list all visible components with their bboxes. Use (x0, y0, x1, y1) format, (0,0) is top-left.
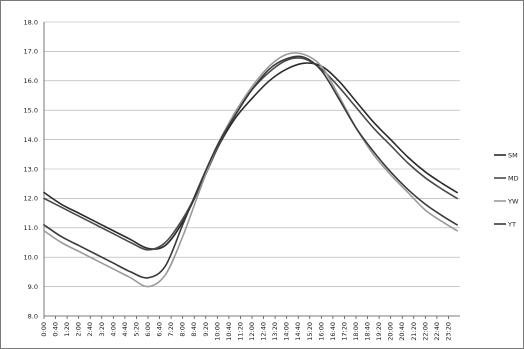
x-tick-label: 23:20 (444, 322, 452, 341)
y-axis-ticks: 8.0 9.0 10.0 11.0 12.0 13.0 14.0 15.0 16.0 17.0 18… (24, 18, 38, 320)
x-tick-label: 2:00 (75, 322, 83, 337)
x-axis-ticks: 0:00 0:40 1:20 2:00 2:40 3:20 4:00 4:40 5:20 6:00… (40, 316, 452, 341)
x-tick-label: 0:40 (52, 322, 60, 337)
legend-label-md: MD (508, 174, 519, 182)
y-tick-label: 10.0 (24, 254, 38, 262)
x-tick-label: 11:20 (236, 322, 244, 341)
legend-label-sm: SM (508, 151, 518, 159)
x-tick-label: 15:20 (306, 322, 314, 341)
y-tick-label: 8.0 (28, 312, 38, 320)
gridlines (43, 21, 460, 317)
x-tick-label: 9:20 (202, 322, 210, 337)
x-tick-label: 6:00 (144, 322, 152, 337)
x-tick-label: 14:40 (294, 322, 302, 341)
legend-label-yt: YT (507, 220, 516, 228)
legend: SM MD YW YT (494, 151, 519, 228)
y-tick-label: 9.0 (28, 283, 38, 291)
x-tick-label: 8:40 (190, 322, 198, 337)
x-tick-label: 21:20 (410, 322, 418, 341)
x-tick-label: 7:20 (167, 322, 175, 337)
x-tick-label: 6:40 (156, 322, 164, 337)
x-tick-label: 10:40 (225, 322, 233, 341)
x-tick-label: 1:20 (63, 322, 71, 337)
y-tick-label: 17.0 (24, 48, 38, 56)
legend-label-yw: YW (507, 197, 519, 205)
x-tick-label: 4:40 (121, 322, 129, 337)
x-tick-label: 4:00 (109, 322, 117, 337)
x-tick-label: 14:00 (283, 322, 291, 341)
x-tick-label: 18:00 (352, 322, 360, 341)
series-lines (43, 52, 458, 288)
x-tick-label: 22:40 (433, 322, 441, 341)
x-tick-label: 20:40 (398, 322, 406, 341)
x-tick-label: 19:20 (375, 322, 383, 341)
y-tick-label: 15.0 (24, 107, 38, 115)
x-tick-label: 8:00 (179, 322, 187, 337)
x-tick-label: 22:00 (421, 322, 429, 341)
y-tick-label: 14.0 (24, 136, 38, 144)
x-tick-label: 16:00 (317, 322, 325, 341)
y-tick-label: 18.0 (24, 18, 38, 26)
x-tick-label: 13:20 (271, 322, 279, 341)
x-tick-label: 16:40 (329, 322, 337, 341)
x-tick-label: 12:40 (260, 322, 268, 341)
series-line-sm (43, 62, 458, 250)
x-tick-label: 0:00 (40, 322, 48, 337)
series-line-yt (43, 55, 458, 279)
x-tick-label: 3:20 (98, 322, 106, 337)
x-tick-label: 20:00 (387, 322, 395, 341)
x-tick-label: 17:20 (340, 322, 348, 341)
x-tick-label: 10:00 (213, 322, 221, 341)
y-tick-label: 11.0 (24, 224, 38, 232)
y-tick-label: 13.0 (24, 165, 38, 173)
x-tick-label: 5:20 (132, 322, 140, 337)
series-line-yw (43, 52, 458, 288)
y-tick-label: 16.0 (24, 77, 38, 85)
x-tick-label: 12:00 (248, 322, 256, 341)
x-tick-label: 18:40 (364, 322, 372, 341)
x-tick-label: 2:40 (86, 322, 94, 337)
y-tick-label: 12.0 (24, 195, 38, 203)
